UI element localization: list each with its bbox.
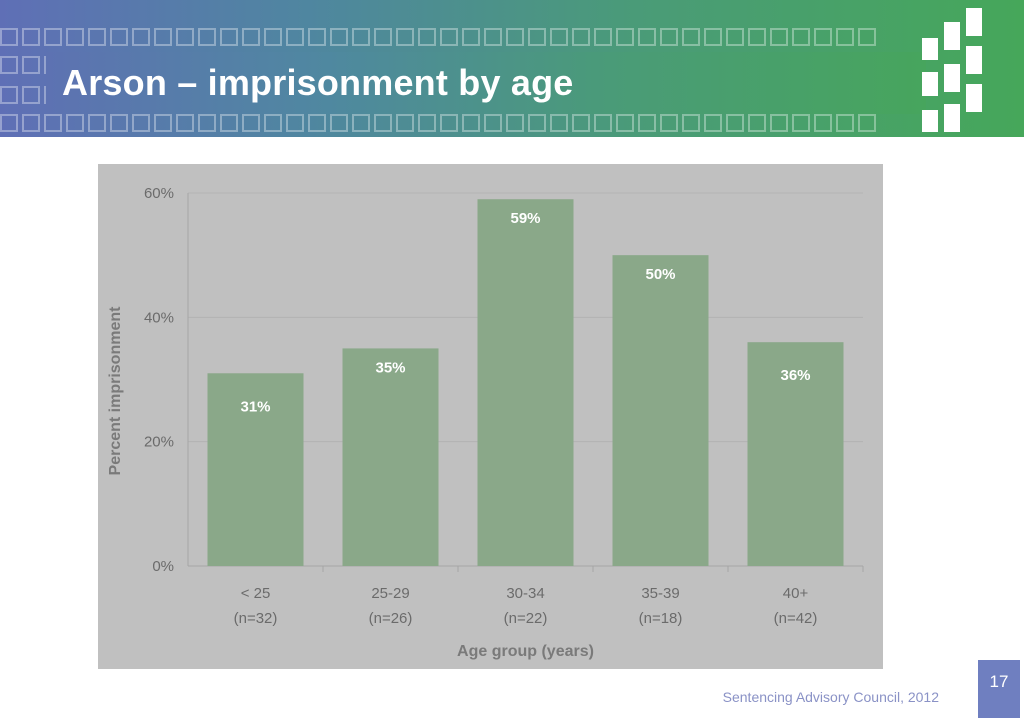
x-tick-label: 30-34: [506, 585, 544, 602]
bar: [612, 255, 709, 566]
bar: [477, 199, 574, 566]
data-label: 50%: [645, 266, 675, 283]
title-banner: Arson – imprisonment by age: [0, 0, 1024, 137]
x-axis-title: Age group (years): [457, 643, 594, 660]
data-label: 36%: [780, 367, 810, 384]
x-tick-label: 25-29: [371, 585, 409, 602]
data-label: 31%: [240, 398, 270, 415]
x-tick-label: < 25: [241, 585, 271, 602]
x-tick-sublabel: (n=22): [504, 610, 548, 627]
decorative-square-pattern: [0, 114, 876, 132]
y-tick-label: 20%: [144, 434, 174, 451]
footer-text: Sentencing Advisory Council, 2012: [722, 689, 939, 705]
data-label: 35%: [375, 359, 405, 376]
bar-chart: 0% 20% 40% 60% 31% < 25 (n=32) 35% 25-29 (n=26) 59…: [107, 185, 864, 660]
y-tick-label: 40%: [144, 309, 174, 326]
chart-panel: 0% 20% 40% 60% 31% < 25 (n=32) 35% 25-29 (n=26) 59…: [98, 164, 883, 669]
y-axis-title: Percent imprisonment: [107, 306, 124, 476]
x-tick-sublabel: (n=18): [639, 610, 683, 627]
bar: [207, 373, 304, 566]
bar: [342, 348, 439, 566]
x-tick-sublabel: (n=26): [369, 610, 413, 627]
y-tick-label: 0%: [152, 558, 174, 575]
x-tick-sublabel: (n=42): [774, 610, 818, 627]
x-tick-sublabel: (n=32): [234, 610, 278, 627]
y-tick-label: 60%: [144, 185, 174, 202]
bar: [747, 342, 844, 566]
page-number: 17: [978, 660, 1020, 718]
x-tick-label: 35-39: [641, 585, 679, 602]
slide-title: Arson – imprisonment by age: [62, 62, 574, 103]
x-tick-label: 40+: [783, 585, 809, 602]
decorative-square-pattern: [0, 28, 876, 46]
data-label: 59%: [510, 210, 540, 227]
